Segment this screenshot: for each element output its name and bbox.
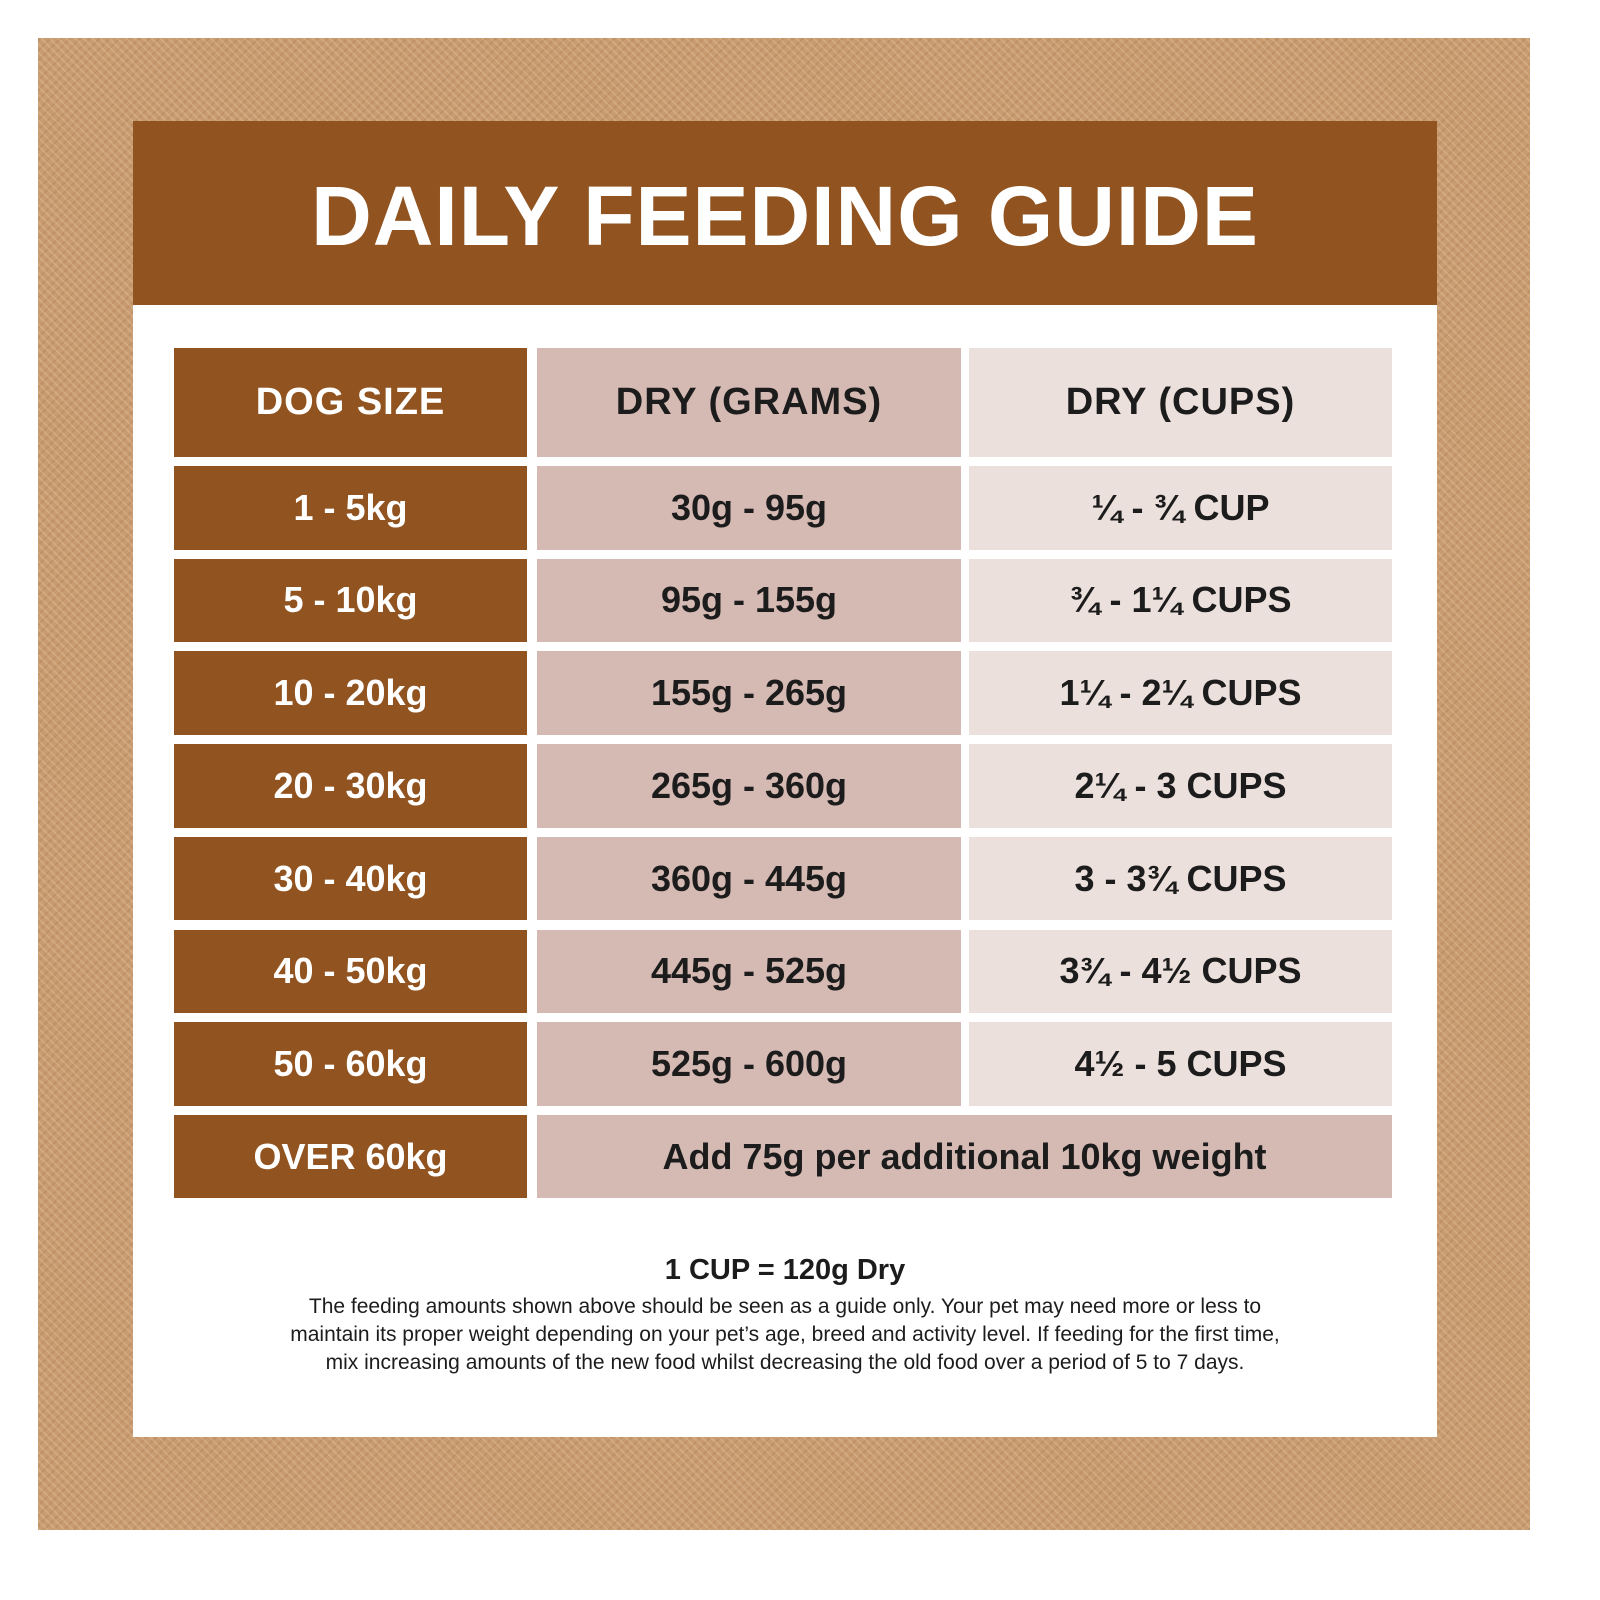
table-cell: 155g - 265g bbox=[537, 651, 961, 735]
table-cell: Add 75g per additional 10kg weight bbox=[537, 1114, 1392, 1199]
row-label: OVER 60kg bbox=[174, 1114, 527, 1199]
table-cell: 3 - 3¾ CUPS bbox=[969, 836, 1392, 921]
row-label: 10 - 20kg bbox=[174, 651, 527, 735]
card: DAILY FEEDING GUIDE 1 CUP = 120g Dry The… bbox=[133, 121, 1437, 1437]
table-cell: 360g - 445g bbox=[537, 836, 961, 921]
table-cell: 3¾ - 4½ CUPS bbox=[969, 929, 1392, 1013]
note-line: maintain its proper weight depending on … bbox=[290, 1323, 1280, 1346]
row-label: 1 - 5kg bbox=[174, 466, 527, 550]
table-cell: 445g - 525g bbox=[537, 929, 961, 1013]
table-cell: 265g - 360g bbox=[537, 744, 961, 828]
table-cell: 95g - 155g bbox=[537, 558, 961, 643]
table-cell: ¾ - 1¼ CUPS bbox=[969, 558, 1392, 643]
table-cell: 2¼ - 3 CUPS bbox=[969, 744, 1392, 828]
row-label: 50 - 60kg bbox=[174, 1022, 527, 1106]
table-cell: 30g - 95g bbox=[537, 466, 961, 550]
note-line: The feeding amounts shown above should b… bbox=[308, 1295, 1262, 1318]
note-line: mix increasing amounts of the new food w… bbox=[325, 1351, 1245, 1374]
title-banner: DAILY FEEDING GUIDE bbox=[133, 121, 1437, 305]
table-cell: 4½ - 5 CUPS bbox=[969, 1022, 1392, 1106]
table-cell: ¼ - ¾ CUP bbox=[969, 466, 1392, 550]
column-header: DRY (GRAMS) bbox=[537, 348, 961, 457]
row-label: 20 - 30kg bbox=[174, 744, 527, 828]
row-label: 5 - 10kg bbox=[174, 558, 527, 643]
column-header: DRY (CUPS) bbox=[969, 348, 1392, 457]
row-label: 30 - 40kg bbox=[174, 836, 527, 921]
table-cell: 1¼ - 2¼ CUPS bbox=[969, 651, 1392, 735]
conversion: 1 CUP = 120g Dry bbox=[664, 1254, 906, 1286]
column-header: DOG SIZE bbox=[174, 348, 527, 457]
note: The feeding amounts shown above should b… bbox=[133, 1293, 1437, 1377]
table-cell: 525g - 600g bbox=[537, 1022, 961, 1106]
title: DAILY FEEDING GUIDE bbox=[311, 168, 1259, 263]
row-label: 40 - 50kg bbox=[174, 929, 527, 1013]
